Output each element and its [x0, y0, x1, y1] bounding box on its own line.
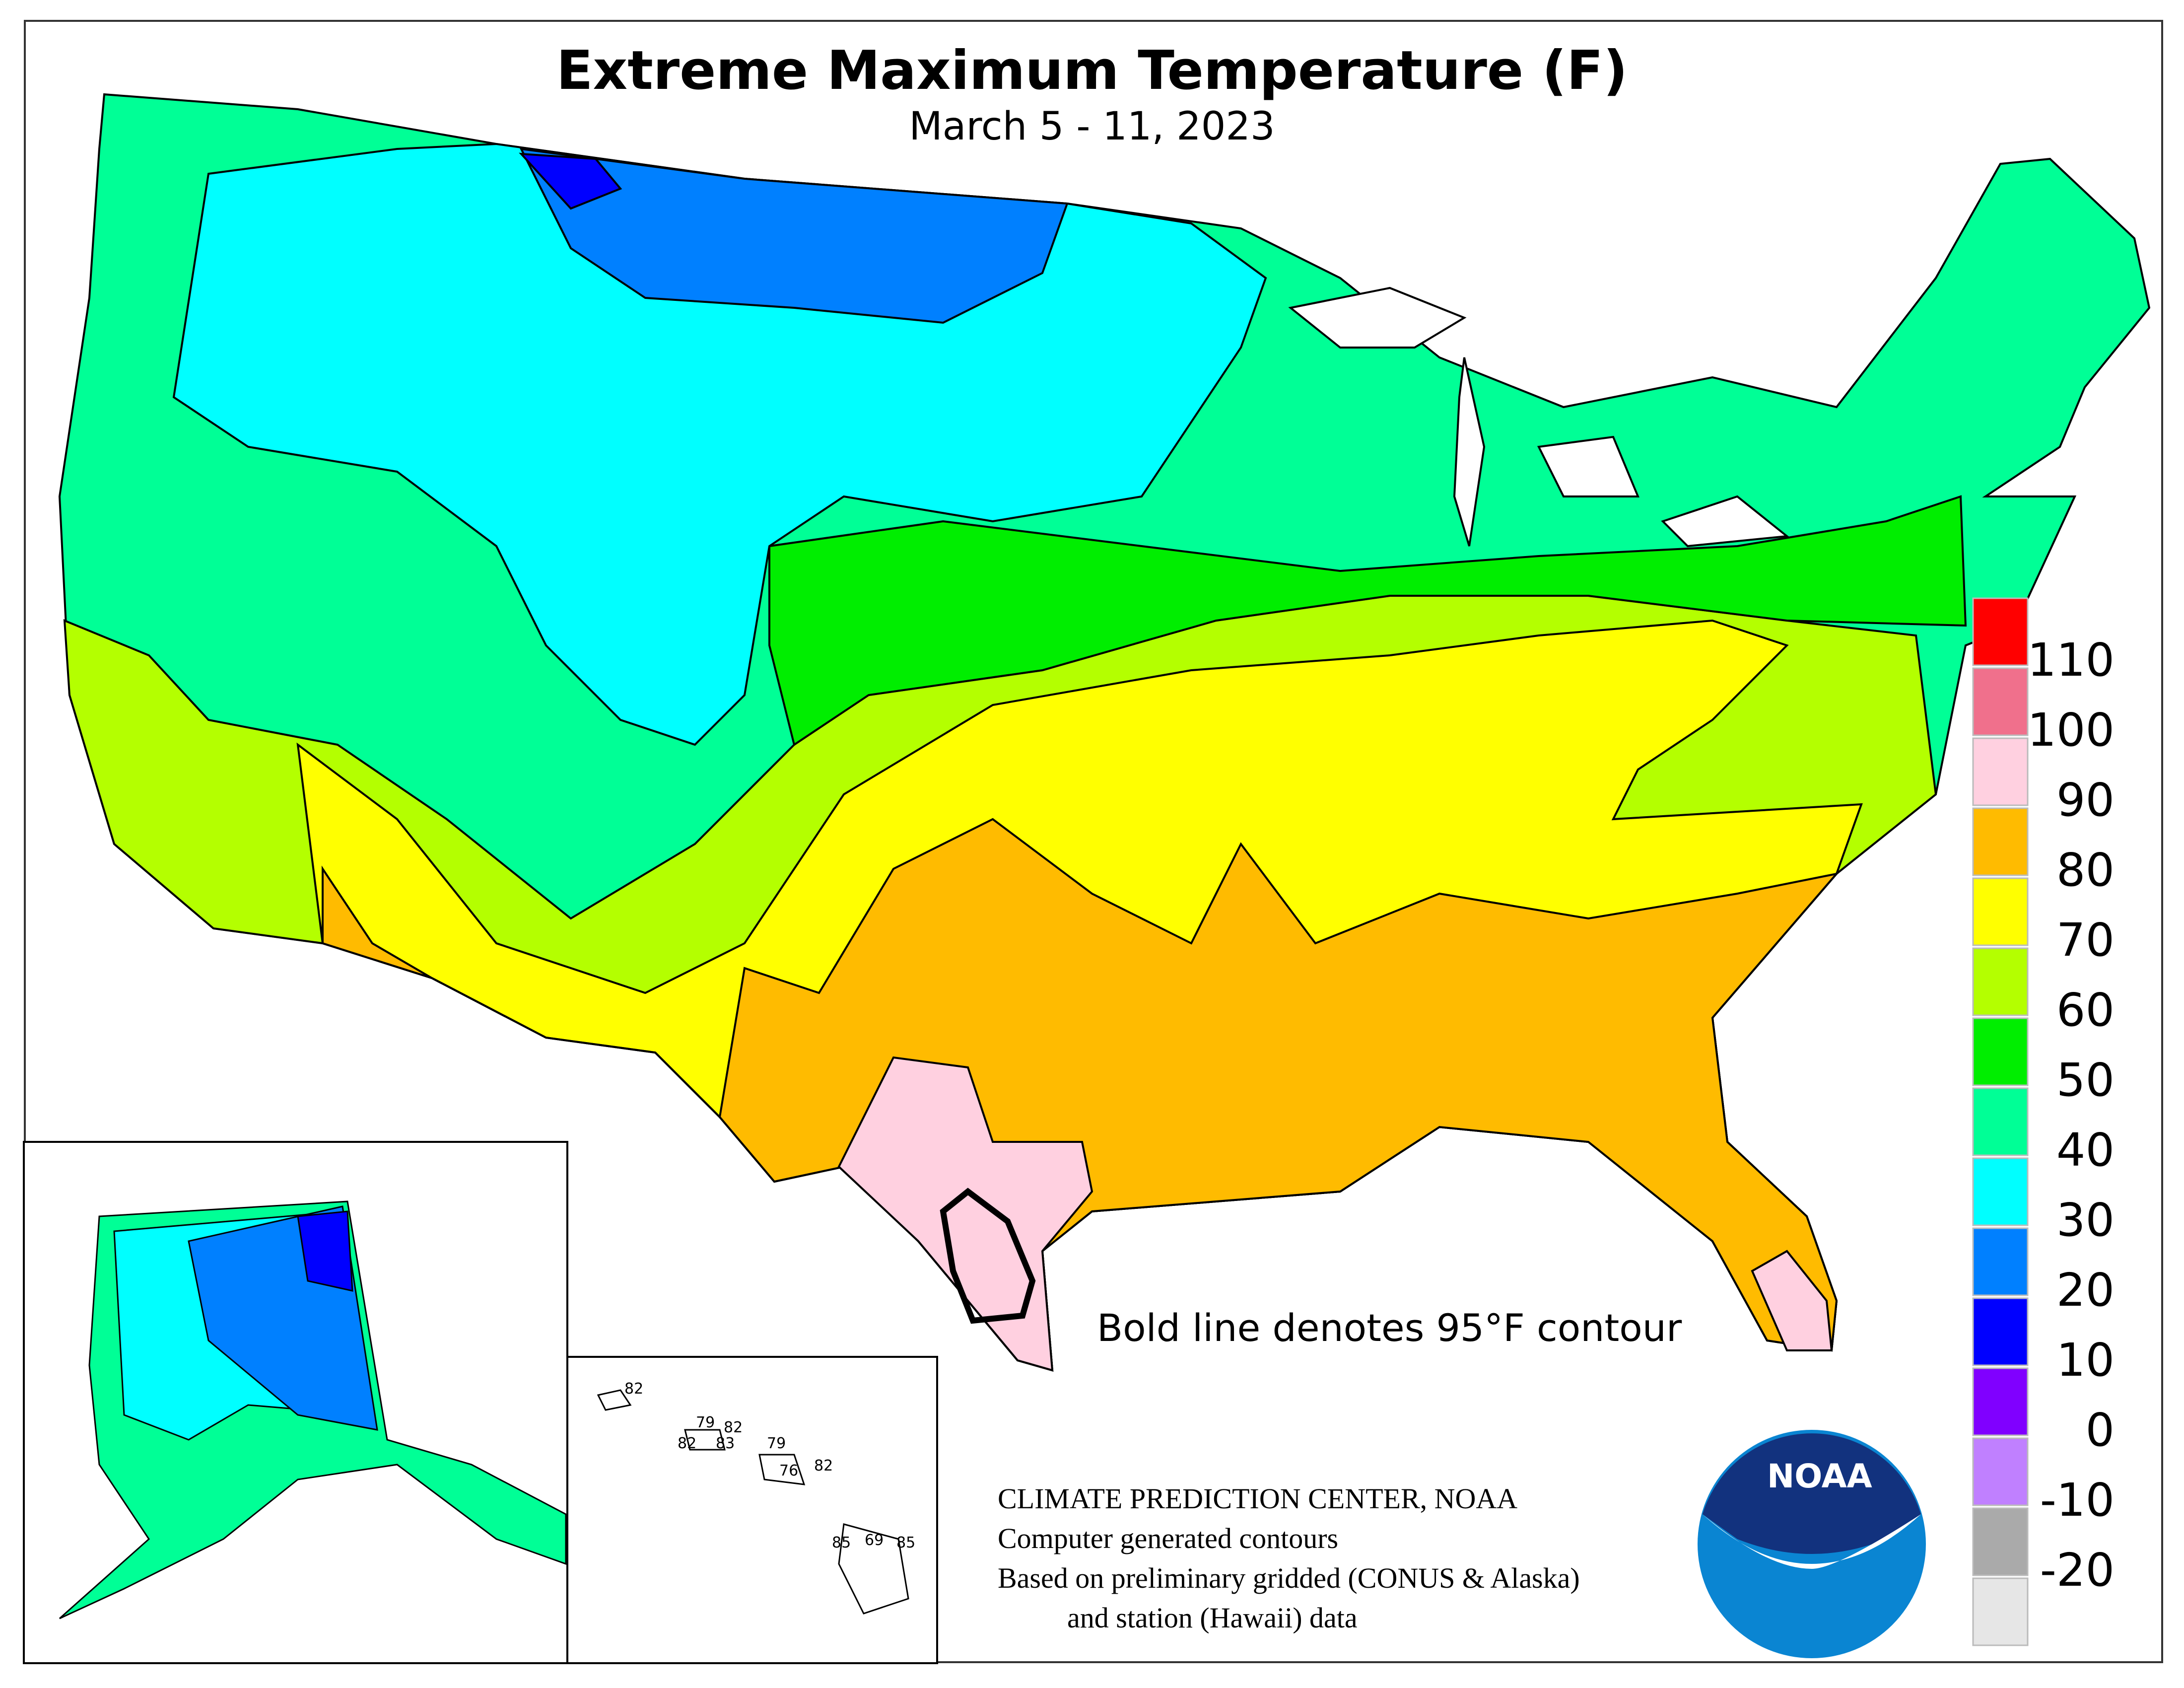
hawaii-islands	[597, 1389, 909, 1615]
hawaii-station-value: 82	[678, 1435, 697, 1452]
legend-label: 30	[2056, 1194, 2115, 1247]
legend-swatch	[1972, 667, 2029, 736]
legend-label: 0	[2085, 1404, 2115, 1457]
map-subtitle: March 5 - 11, 2023	[909, 104, 1275, 149]
legend-label: 20	[2056, 1264, 2115, 1317]
legend-label: 10	[2056, 1334, 2115, 1387]
alaska-inset	[23, 1141, 568, 1664]
legend-label: 60	[2056, 984, 2115, 1037]
hawaii-inset	[566, 1356, 938, 1664]
hawaii-station-value: 79	[696, 1414, 715, 1431]
hawaii-station-value: 83	[716, 1435, 735, 1452]
hawaii-station-value: 82	[624, 1380, 644, 1398]
legend-swatch	[1972, 1577, 2029, 1646]
legend-swatch	[1972, 1507, 2029, 1576]
band-10-20-north	[519, 152, 622, 210]
contour-95	[940, 1188, 1036, 1324]
credit-line-2: Computer generated contours	[998, 1522, 1339, 1554]
legend-swatch	[1972, 1437, 2029, 1506]
legend-label: 80	[2056, 844, 2115, 897]
band-90-100-florida	[1751, 1250, 1833, 1351]
band-20-30-north	[519, 147, 1069, 324]
legend-swatch	[1972, 1297, 2029, 1366]
legend-label: -10	[2040, 1474, 2115, 1527]
great-lakes	[1288, 286, 1790, 548]
credit-line-3: Based on preliminary gridded (CONUS & Al…	[998, 1562, 1580, 1594]
band-80-90	[322, 818, 1840, 1372]
legend-label: 90	[2056, 774, 2115, 827]
hawaii-station-value: 82	[814, 1457, 833, 1475]
legend-label: 70	[2056, 914, 2115, 967]
legend-swatch	[1972, 1087, 2029, 1156]
legend-label: 40	[2056, 1124, 2115, 1177]
hawaii-station-value: 85	[832, 1534, 851, 1551]
credit-line-1: CLIMATE PREDICTION CENTER, NOAA	[998, 1482, 1518, 1515]
contour-note: Bold line denotes 95°F contour	[1097, 1306, 1682, 1350]
conus-map	[58, 93, 2151, 1372]
hawaii-station-value: 85	[896, 1534, 916, 1551]
legend-swatch	[1972, 737, 2029, 806]
legend-swatch	[1972, 1157, 2029, 1226]
hawaii-station-value: 79	[767, 1435, 786, 1452]
legend-swatch	[1972, 597, 2029, 666]
band-50-60	[768, 495, 1967, 747]
map-title: Extreme Maximum Temperature (F)	[556, 40, 1628, 102]
legend-swatch	[1972, 877, 2029, 946]
legend-swatches	[1972, 597, 2029, 1646]
legend-swatch	[1972, 1017, 2029, 1086]
legend-swatch	[1972, 1367, 2029, 1436]
legend-swatch	[1972, 1227, 2029, 1296]
hawaii-station-value: 76	[779, 1462, 799, 1479]
legend-label: 100	[2027, 703, 2115, 757]
legend-label: -20	[2040, 1544, 2115, 1597]
credit-line-4: and station (Hawaii) data	[1067, 1602, 1358, 1634]
legend-swatch	[1972, 807, 2029, 876]
noaa-logo-text: NOAA	[1767, 1457, 1872, 1495]
hawaii-station-value: 82	[724, 1419, 743, 1436]
legend-label: 110	[2027, 633, 2115, 687]
legend-label: 50	[2056, 1054, 2115, 1107]
alaska-band-10-20	[297, 1210, 353, 1292]
legend-swatch	[1972, 947, 2029, 1016]
hawaii-station-value: 69	[865, 1532, 884, 1549]
noaa-logo	[1698, 1430, 1926, 1658]
